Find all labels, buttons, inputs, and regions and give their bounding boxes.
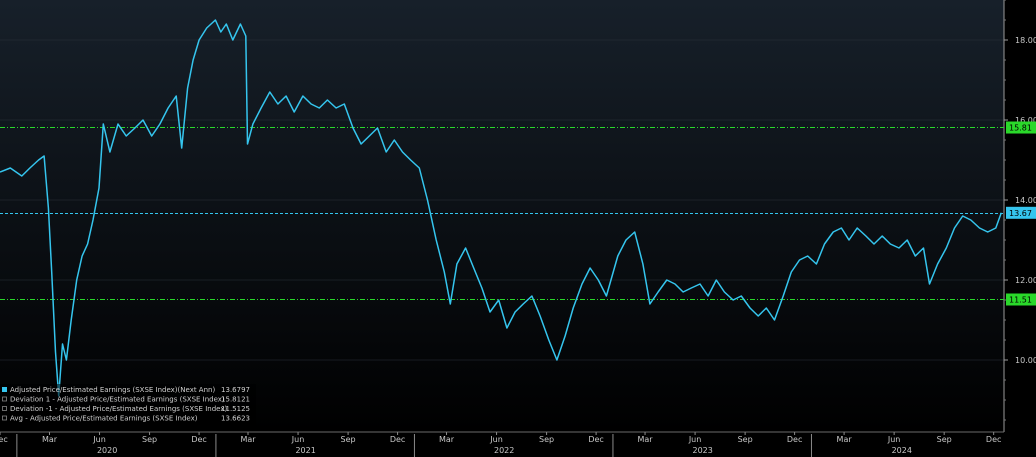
legend-value: 13.6797 bbox=[221, 386, 250, 394]
x-year-label: 2023 bbox=[693, 446, 713, 455]
reference-value-tag bbox=[1006, 121, 1036, 134]
x-tick-label: Jun bbox=[887, 435, 901, 444]
x-tick-label: Jun bbox=[291, 435, 305, 444]
y-tick-label: 16.00 bbox=[1015, 116, 1036, 125]
x-tick-label: Dec bbox=[986, 435, 1001, 444]
y-tick-label: 14.00 bbox=[1015, 196, 1036, 205]
x-tick-label: Jun bbox=[688, 435, 702, 444]
legend-value: 11.5125 bbox=[221, 405, 250, 413]
x-tick-label: Dec bbox=[390, 435, 405, 444]
grid-lines bbox=[0, 39, 1004, 361]
x-tick-label: Jun bbox=[92, 435, 106, 444]
legend-swatch bbox=[2, 387, 7, 392]
y-tick-label: 18.00 bbox=[1015, 36, 1036, 45]
x-year-label: 2020 bbox=[97, 446, 117, 455]
x-year-label: 2022 bbox=[494, 446, 514, 455]
x-tick-label: Mar bbox=[42, 435, 58, 444]
y-tick-label: 10.00 bbox=[1015, 356, 1036, 365]
last-value-tag-label: 13.67 bbox=[1009, 209, 1032, 218]
x-tick-label: Dec bbox=[0, 435, 8, 444]
legend: Adjusted Price/Estimated Earnings (SXSE … bbox=[0, 384, 256, 426]
reference-value-tag bbox=[1006, 293, 1036, 306]
x-tick-label: Mar bbox=[240, 435, 256, 444]
x-tick-label: Sep bbox=[539, 435, 554, 444]
x-tick-label: Sep bbox=[738, 435, 753, 444]
x-year-label: 2021 bbox=[295, 446, 315, 455]
value-tags: 15.81 11.51 13.67 bbox=[1006, 121, 1036, 306]
reference-value-tag-label: 11.51 bbox=[1009, 296, 1032, 305]
legend-value: 13.6623 bbox=[221, 415, 250, 423]
legend-label: Deviation 1 - Adjusted Price/Estimated E… bbox=[10, 396, 225, 404]
x-tick-label: Sep bbox=[341, 435, 356, 444]
plot-area bbox=[0, 0, 1004, 432]
legend-label: Deviation -1 - Adjusted Price/Estimated … bbox=[10, 405, 227, 413]
x-tick-label: Dec bbox=[191, 435, 206, 444]
last-value-tag bbox=[1006, 206, 1036, 219]
legend-box bbox=[0, 384, 256, 426]
y-tick-label: 12.00 bbox=[1015, 276, 1036, 285]
x-year-label: 2024 bbox=[892, 446, 912, 455]
x-tick-label: Mar bbox=[837, 435, 853, 444]
x-tick-label: Mar bbox=[637, 435, 653, 444]
legend-swatch bbox=[2, 415, 7, 421]
series-layer bbox=[0, 19, 1003, 397]
reference-lines bbox=[0, 127, 1004, 300]
legend-label: Avg - Adjusted Price/Estimated Earnings … bbox=[10, 415, 198, 423]
legend-value: 15.8121 bbox=[221, 396, 250, 404]
x-tick-label: Dec bbox=[787, 435, 802, 444]
legend-label: Adjusted Price/Estimated Earnings (SXSE … bbox=[10, 386, 215, 394]
legend-swatch bbox=[2, 406, 7, 411]
legend-swatch bbox=[2, 396, 7, 402]
reference-value-tag-label: 15.81 bbox=[1009, 124, 1032, 133]
x-tick-label: Sep bbox=[937, 435, 952, 444]
x-tick-label: Mar bbox=[439, 435, 455, 444]
x-tick-label: Sep bbox=[142, 435, 157, 444]
x-tick-label: Jun bbox=[489, 435, 503, 444]
x-tick-label: Dec bbox=[588, 435, 603, 444]
series-line bbox=[0, 19, 1003, 397]
